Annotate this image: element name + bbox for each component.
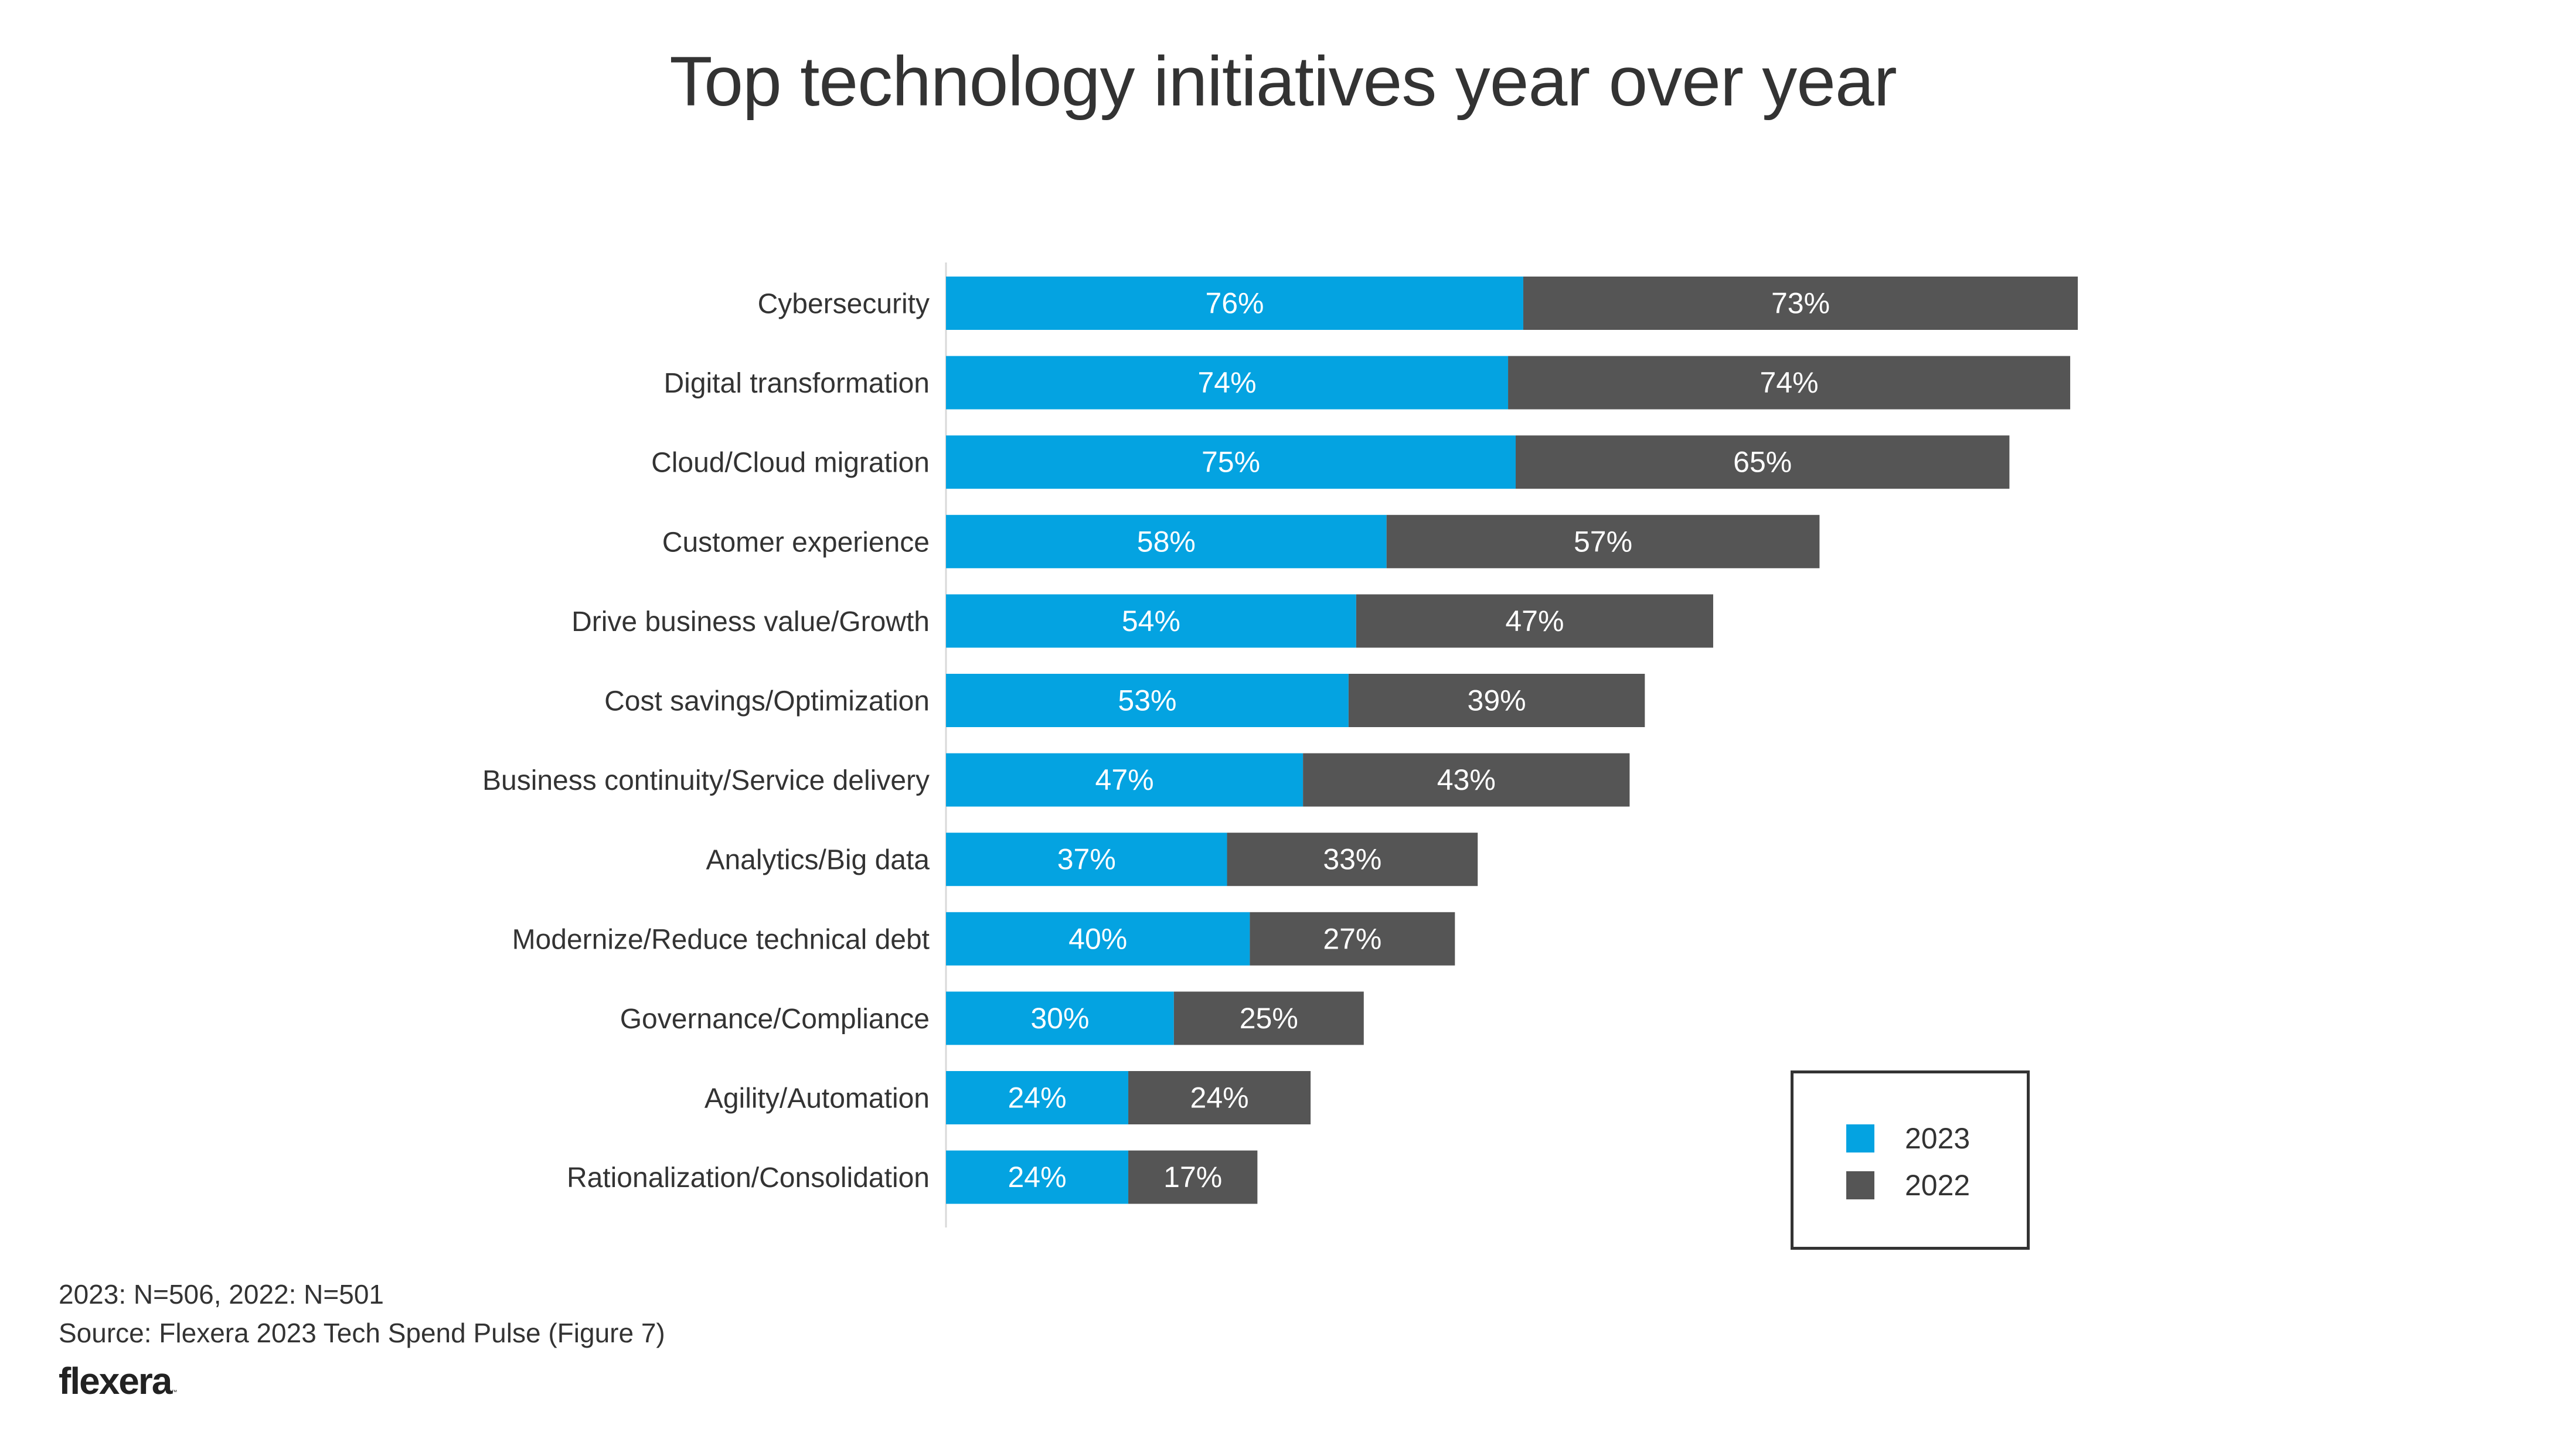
category-label: Digital transformation bbox=[663, 368, 930, 399]
bar-2022 bbox=[1303, 753, 1630, 807]
bar-2022 bbox=[1356, 594, 1713, 648]
logo-trademark: ™ bbox=[171, 1389, 178, 1396]
legend: 2023 2022 bbox=[1791, 1070, 2030, 1250]
chart-title: Top technology initiatives year over yea… bbox=[669, 42, 1897, 121]
bar-2022 bbox=[1516, 435, 2010, 489]
bar-2023 bbox=[946, 514, 1387, 568]
data-label-2022: 17% bbox=[1163, 1161, 1222, 1194]
data-label-2023: 54% bbox=[1122, 605, 1180, 637]
data-label-2022: 73% bbox=[1771, 287, 1830, 320]
data-label-2022: 65% bbox=[1733, 446, 1792, 479]
flexera-logo: flexera™ bbox=[59, 1359, 177, 1403]
data-label-2023: 76% bbox=[1205, 287, 1264, 320]
data-label-2022: 74% bbox=[1760, 366, 1819, 399]
data-label-2022: 24% bbox=[1190, 1082, 1249, 1114]
bar-2023 bbox=[946, 674, 1349, 727]
bar-2023 bbox=[946, 991, 1174, 1045]
bar-2022 bbox=[1523, 277, 2078, 330]
data-label-2023: 53% bbox=[1118, 684, 1176, 717]
bar-2022 bbox=[1227, 833, 1478, 886]
data-label-2023: 24% bbox=[1008, 1161, 1066, 1194]
legend-label-2023: 2023 bbox=[1905, 1122, 1971, 1155]
data-label-2023: 75% bbox=[1202, 446, 1260, 479]
data-label-2023: 40% bbox=[1068, 922, 1127, 955]
bar-2022 bbox=[1386, 514, 1820, 568]
bar-2022 bbox=[1128, 1150, 1258, 1204]
category-label: Governance/Compliance bbox=[620, 1004, 930, 1035]
bar-2022 bbox=[1348, 674, 1645, 727]
legend-label-2022: 2022 bbox=[1905, 1169, 1971, 1202]
data-label-2023: 24% bbox=[1008, 1082, 1066, 1114]
category-label: Cloud/Cloud migration bbox=[651, 448, 930, 479]
bar-2023 bbox=[946, 833, 1227, 886]
data-label-2022: 47% bbox=[1505, 605, 1564, 637]
legend-swatch-2023 bbox=[1846, 1124, 1874, 1152]
data-label-2022: 27% bbox=[1323, 922, 1381, 955]
bar-2023 bbox=[946, 753, 1304, 807]
data-label-2022: 25% bbox=[1240, 1002, 1298, 1035]
bar-2023 bbox=[946, 594, 1356, 648]
data-label-2023: 58% bbox=[1137, 525, 1196, 558]
category-label: Customer experience bbox=[662, 527, 930, 558]
data-label-2022: 43% bbox=[1437, 763, 1496, 796]
bar-2023 bbox=[946, 277, 1523, 330]
bar-2023 bbox=[946, 356, 1509, 410]
legend-swatch-2022 bbox=[1846, 1171, 1874, 1199]
data-label-2022: 39% bbox=[1468, 684, 1526, 717]
source-note: Source: Flexera 2023 Tech Spend Pulse (F… bbox=[59, 1318, 665, 1348]
sample-size-note: 2023: N=506, 2022: N=501 bbox=[59, 1279, 384, 1310]
category-label: Drive business value/Growth bbox=[571, 606, 930, 637]
bar-2023 bbox=[946, 435, 1516, 489]
logo-text: flexera bbox=[59, 1360, 172, 1402]
data-label-2022: 57% bbox=[1574, 525, 1632, 558]
bar-2022 bbox=[1128, 1071, 1311, 1124]
category-label: Business continuity/Service delivery bbox=[482, 765, 930, 796]
data-label-2023: 74% bbox=[1197, 366, 1256, 399]
bar-2023 bbox=[946, 912, 1250, 966]
legend-item-2022: 2022 bbox=[1846, 1168, 1970, 1202]
legend-item-2023: 2023 bbox=[1846, 1121, 1970, 1155]
category-label: Cybersecurity bbox=[758, 289, 930, 320]
category-label: Rationalization/Consolidation bbox=[567, 1162, 930, 1194]
data-label-2023: 47% bbox=[1095, 763, 1154, 796]
data-label-2023: 30% bbox=[1030, 1002, 1089, 1035]
bar-2023 bbox=[946, 1150, 1129, 1204]
data-label-2022: 33% bbox=[1323, 843, 1381, 876]
bar-2022 bbox=[1173, 991, 1364, 1045]
bar-2023 bbox=[946, 1071, 1129, 1124]
category-label: Analytics/Big data bbox=[706, 845, 930, 876]
data-label-2023: 37% bbox=[1057, 843, 1116, 876]
bar-2022 bbox=[1508, 356, 2071, 410]
bar-2022 bbox=[1250, 912, 1455, 966]
category-label: Cost savings/Optimization bbox=[604, 686, 930, 717]
category-label: Agility/Automation bbox=[705, 1083, 930, 1114]
category-label: Modernize/Reduce technical debt bbox=[512, 924, 930, 955]
